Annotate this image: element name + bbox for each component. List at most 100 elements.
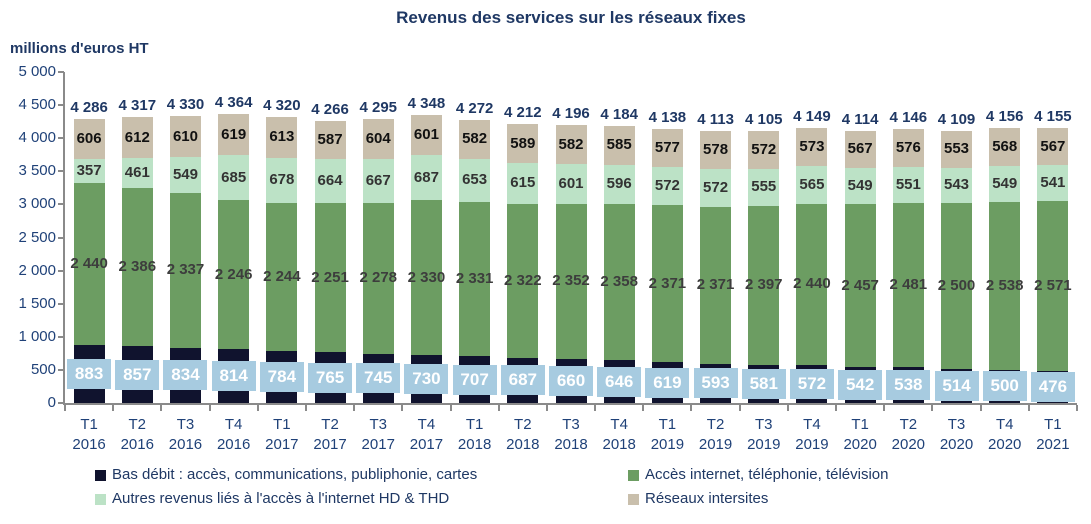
x-axis-category-label: T2 2020 bbox=[892, 415, 925, 455]
bar-total-label: 4 113 bbox=[697, 110, 734, 128]
y-axis-tick-label: 0 bbox=[47, 394, 56, 411]
x-axis-tick bbox=[1076, 405, 1078, 411]
bar-value-label-series-3: 572 bbox=[751, 141, 777, 159]
bar-segment-series-2 bbox=[266, 157, 298, 203]
bar-value-box-series-0: 707 bbox=[452, 364, 497, 395]
bar-value-label-series-2: 565 bbox=[799, 175, 825, 193]
bar-value-box-series-0: 687 bbox=[500, 365, 545, 396]
bar-total-label: 4 114 bbox=[841, 110, 879, 128]
bar-value-box-series-0: 646 bbox=[597, 366, 642, 397]
bar-segment-series-2 bbox=[892, 166, 924, 204]
bar-value-label-series-1: 2 337 bbox=[166, 261, 205, 279]
y-axis-tick-label: 3 500 bbox=[18, 162, 56, 180]
x-axis-tick bbox=[160, 405, 163, 411]
bar-segment-series-2 bbox=[362, 158, 394, 203]
bar-value-label-series-3: 619 bbox=[221, 125, 247, 143]
x-axis-category-line: T1 bbox=[273, 416, 291, 433]
x-axis-category-line: T3 bbox=[562, 416, 580, 433]
bar-value-label-series-2: 664 bbox=[317, 172, 343, 190]
bar-value-label-series-1: 2 371 bbox=[696, 276, 735, 294]
bar-value-label-series-3: 613 bbox=[269, 128, 295, 146]
bar-value-label-series-2: 549 bbox=[847, 177, 873, 195]
x-axis-category-line: T3 bbox=[754, 416, 773, 433]
bar-value-box-series-0: 476 bbox=[1030, 372, 1075, 403]
bar-value-box-series-0: 857 bbox=[115, 359, 160, 390]
x-axis-category-label: T4 2019 bbox=[795, 415, 828, 455]
bar-total-label: 4 364 bbox=[214, 94, 253, 112]
bar-total-label: 4 138 bbox=[648, 108, 687, 126]
bar-value-box-series-0: 514 bbox=[934, 370, 979, 401]
bar-total-label: 4 266 bbox=[311, 100, 349, 118]
bar-value-box-series-0: 581 bbox=[741, 368, 786, 399]
x-axis-tick bbox=[64, 405, 66, 411]
x-axis-category-line: T3 bbox=[947, 416, 966, 433]
y-axis-tick bbox=[58, 368, 64, 371]
bar-value-label-series-1: 2 330 bbox=[407, 268, 446, 286]
x-axis-tick bbox=[545, 405, 548, 411]
x-axis-tick bbox=[497, 405, 500, 411]
bar-total-label: 4 212 bbox=[504, 104, 542, 122]
bar-total-label: 4 109 bbox=[937, 110, 976, 128]
bar-total-label: 4 330 bbox=[166, 96, 205, 114]
legend-label: Accès internet, téléphonie, télévision bbox=[645, 466, 889, 483]
bar-total-label: 4 317 bbox=[118, 97, 157, 115]
bar-segment-series-2 bbox=[459, 158, 491, 202]
x-axis-category-line: 2018 bbox=[554, 436, 588, 453]
x-axis-category-line: 2017 bbox=[409, 436, 444, 453]
bar-value-label-series-2: 549 bbox=[172, 165, 198, 183]
bar-value-label-series-2: 653 bbox=[462, 171, 488, 189]
bar-segment-series-1 bbox=[651, 205, 683, 362]
bar-value-box-series-0: 660 bbox=[549, 366, 593, 397]
bar-value-label-series-2: 667 bbox=[365, 171, 391, 189]
bar-total-label: 4 146 bbox=[889, 108, 928, 126]
bar-segment-series-2 bbox=[410, 154, 442, 201]
y-axis-tick-label: 2 500 bbox=[18, 228, 56, 246]
bar-segment-series-3 bbox=[748, 131, 780, 170]
bar-segment-series-1 bbox=[941, 203, 973, 369]
y-axis-tick bbox=[58, 335, 64, 338]
bar-value-label-series-1: 2 440 bbox=[793, 275, 831, 293]
x-axis-category-line: 2019 bbox=[795, 436, 829, 453]
bar-segment-series-3 bbox=[989, 127, 1021, 166]
bar-total-label: 4 320 bbox=[263, 97, 301, 115]
bar-segment-series-1 bbox=[603, 204, 635, 361]
x-axis-category-label: T1 2017 bbox=[265, 415, 298, 455]
bar-value-label-series-2: 572 bbox=[654, 177, 680, 195]
bar-value-label-series-1: 2 278 bbox=[359, 269, 398, 287]
bar-value-box-series-0: 572 bbox=[789, 369, 834, 400]
x-axis-category-line: 2020 bbox=[843, 436, 877, 453]
bar-segment-series-1 bbox=[169, 193, 201, 348]
bar-segment-series-1 bbox=[555, 203, 587, 360]
x-axis-category-line: T1 bbox=[658, 416, 677, 433]
bar-value-label-series-1: 2 397 bbox=[744, 276, 783, 294]
x-axis-tick bbox=[449, 405, 452, 411]
x-axis-category-label: T1 2021 bbox=[1036, 415, 1069, 455]
x-axis-tick bbox=[208, 405, 211, 411]
y-axis-tick bbox=[58, 137, 64, 140]
bar-segment-series-2 bbox=[941, 167, 973, 204]
legend-item-series-3: Réseaux intersites bbox=[628, 489, 768, 509]
bar-value-label-series-1: 2 358 bbox=[600, 273, 638, 291]
bar-segment-series-3 bbox=[555, 125, 587, 164]
bar-value-label-series-1: 2 481 bbox=[889, 276, 928, 294]
x-axis-category-line: T2 bbox=[321, 416, 339, 433]
x-axis-tick bbox=[883, 405, 886, 411]
bar-segment-series-3 bbox=[459, 120, 491, 159]
bar-segment-series-2 bbox=[989, 165, 1021, 202]
y-axis-tick bbox=[58, 203, 64, 206]
y-axis-line bbox=[63, 72, 65, 405]
x-axis-tick bbox=[256, 405, 259, 411]
bar-segment-series-3 bbox=[362, 118, 394, 159]
x-axis-category-line: 2020 bbox=[939, 436, 974, 453]
x-axis-category-line: 2019 bbox=[698, 436, 733, 453]
bar-segment-series-3 bbox=[796, 128, 828, 167]
bar-segment-series-3 bbox=[892, 128, 924, 167]
bar-value-label-series-3: 577 bbox=[654, 139, 680, 157]
bar-value-label-series-2: 461 bbox=[124, 164, 150, 182]
bar-value-label-series-1: 2 440 bbox=[70, 254, 108, 272]
bar-segment-series-1 bbox=[73, 183, 105, 345]
x-axis-category-label: T1 2018 bbox=[458, 415, 491, 455]
bar-segment-series-3 bbox=[121, 117, 153, 158]
x-axis-category-line: 2017 bbox=[313, 436, 347, 453]
x-axis-category-label: T2 2016 bbox=[121, 415, 154, 455]
